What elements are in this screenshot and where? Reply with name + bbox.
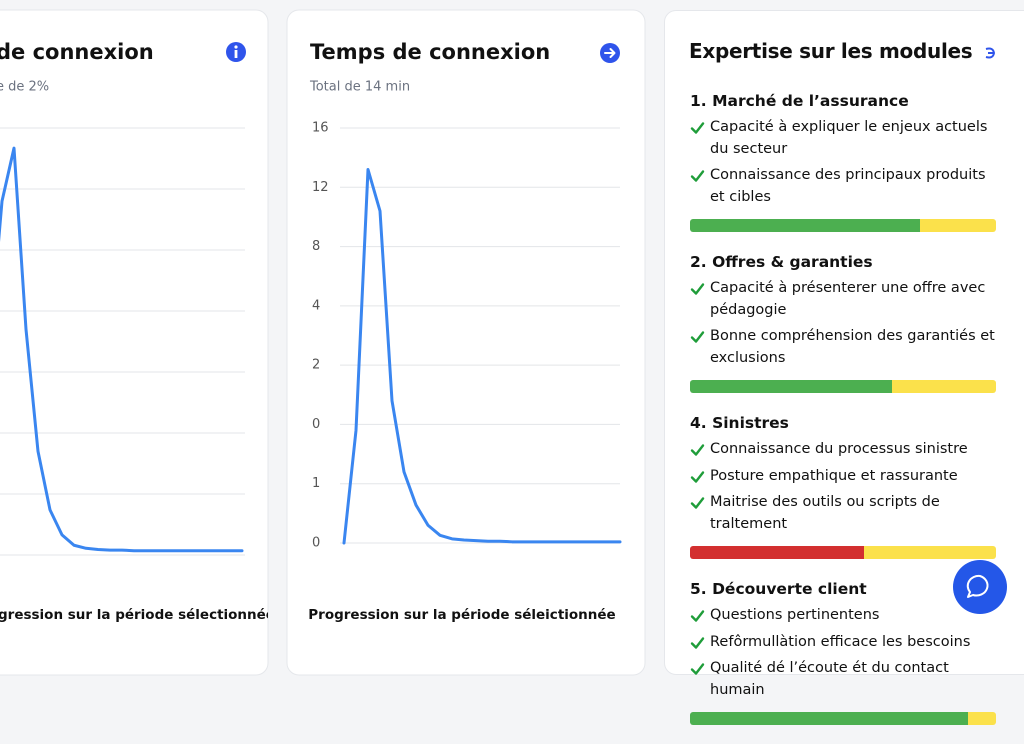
bar-segment (891, 380, 996, 393)
check-icon (690, 444, 705, 456)
check-icon (690, 170, 705, 182)
skill-item: Connaissance des principaux produits et … (690, 165, 1000, 208)
bar-segment (968, 712, 996, 725)
check-mark (690, 663, 705, 675)
skill-text: Qualité dé l’écoute ét du contact humain (710, 660, 949, 698)
skill-item: Maitrise des outils ou scripts de tralte… (690, 492, 1000, 535)
card-subtitle: e de 2% (0, 80, 49, 95)
skill-text: Maitrise des outils ou scripts de tralte… (710, 494, 940, 532)
skill-item: Capacité à présenterer une offre avec pé… (690, 278, 1000, 321)
module-title: 1. Marché de l’assurance (690, 92, 909, 110)
skill-item: Connaissance du processus sinistre (690, 439, 1000, 461)
module: 2. Offres & garanties Capacité à présente… (690, 251, 996, 393)
skill-text: Questions pertinentens (710, 607, 880, 623)
skill-item: Posture empathique et rassurante (690, 466, 1000, 488)
check-icon (690, 331, 705, 343)
card: Expertise sur les modules 1. Marché de l… (664, 10, 1024, 725)
info-icon[interactable] (226, 42, 246, 62)
module: 5. Découverte client Questions pertinente… (690, 578, 996, 725)
skill-item: Qualité dé l’écoute ét du contact humain (690, 658, 1000, 701)
check-mark (690, 636, 705, 649)
skill-item: Questions pertinentens (690, 605, 1000, 627)
check-icon (690, 610, 705, 622)
card-title: Expertise sur les modules (689, 39, 973, 63)
y-tick-label: 0 (312, 536, 320, 551)
bar-segment (690, 380, 892, 393)
skill-text: Capacité à présenterer une offre avec pé… (710, 280, 986, 318)
module-title: 2. Offres & garanties (690, 253, 873, 271)
check-mark (690, 610, 705, 622)
card (286, 9, 646, 676)
progress-bar (690, 380, 996, 393)
skill-item: Refôrmullàtion efficace les bescoins (690, 632, 1000, 654)
module: 1. Marché de l’assurance Capacité à expli… (690, 90, 996, 232)
chart-caption: Progression sur la période séleictionnée (308, 607, 615, 623)
skill-text: Connaissance du processus sinistre (710, 441, 968, 457)
progress-bar (690, 712, 996, 725)
check-icon (690, 283, 705, 295)
module-title: 5. Découverte client (690, 580, 867, 598)
y-tick-label: 1 (312, 476, 320, 491)
chat-button[interactable] (953, 560, 1007, 614)
check-mark (690, 470, 705, 483)
y-tick-label: 8 (312, 239, 320, 254)
y-tick-label: 4 (312, 298, 320, 313)
check-icon (690, 470, 705, 483)
y-tick-label: 12 (312, 180, 329, 195)
y-tick-label: 0 (312, 417, 320, 432)
check-icon (690, 497, 705, 509)
skill-item: Bonne compréhension des garantiés et exc… (690, 326, 1000, 369)
bar-segment (690, 546, 865, 559)
card-title: Temps de connexion (310, 40, 550, 64)
skill-text: Bonne compréhension des garantiés et exc… (710, 328, 995, 366)
card-chart: Temps de connexion Total de 14 min 0 1 0 2 4 8 1… (308, 40, 622, 623)
check-mark (690, 170, 705, 182)
progress-bar (690, 546, 996, 559)
y-tick-label: 16 (312, 121, 329, 136)
menu-icon[interactable] (983, 45, 997, 61)
card-title: de connexion (0, 40, 154, 64)
y-tick-label: 2 (312, 358, 320, 373)
card-subtitle: Total de 14 min (309, 80, 410, 95)
module: 4. Sinistres Connaissance du processus si… (690, 412, 996, 559)
check-mark (690, 497, 705, 509)
check-mark (690, 331, 705, 343)
check-mark (690, 283, 705, 295)
bar-segment (690, 712, 969, 725)
module-title: 4. Sinistres (690, 414, 789, 432)
bar-segment (864, 546, 996, 559)
progress-bar (690, 219, 996, 232)
card (0, 9, 269, 676)
check-icon (690, 663, 705, 675)
check-icon (690, 122, 705, 134)
skill-text: Capacité à expliquer le enjeux actuels d… (710, 119, 988, 157)
bar-segment (919, 219, 996, 232)
open-icon[interactable] (600, 43, 620, 63)
skill-item: Capacité à expliquer le enjeux actuels d… (690, 117, 1000, 160)
check-mark (690, 444, 705, 456)
skill-text: Connaissance des principaux produits et … (710, 167, 986, 205)
skill-text: Posture empathique et rassurante (710, 467, 958, 484)
module-list: 1. Marché de l’assurance Capacité à expli… (690, 90, 996, 744)
data-line (342, 168, 622, 545)
skill-text: Refôrmullàtion efficace les bescoins (710, 633, 971, 650)
bar-segment (690, 219, 920, 232)
check-icon (690, 636, 705, 649)
check-mark (690, 122, 705, 134)
data-line (0, 146, 244, 553)
chart-caption: gression sur la période sélectionnée (0, 607, 275, 623)
